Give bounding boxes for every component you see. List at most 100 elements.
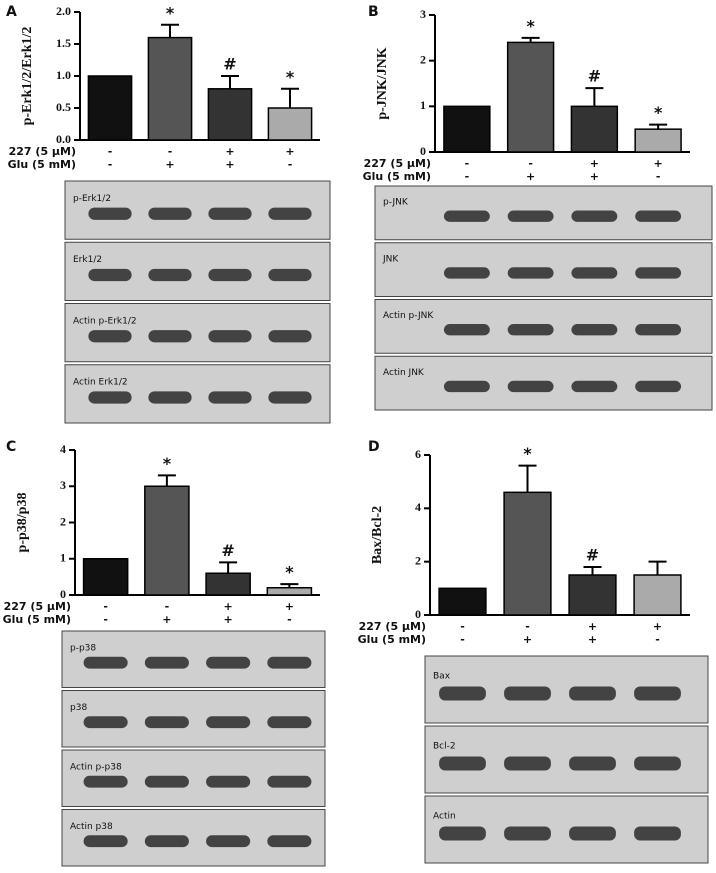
treatment-sign: + — [225, 145, 234, 158]
treatment-sign: + — [590, 170, 599, 183]
blot-band — [268, 330, 312, 343]
treatment-sign: + — [653, 620, 662, 633]
y-tick-label: 0 — [60, 587, 66, 601]
blot-band — [206, 775, 251, 788]
y-tick-label: 1 — [420, 98, 426, 112]
bar — [144, 485, 190, 596]
blot-band — [443, 210, 490, 222]
significance-marker: # — [586, 546, 599, 565]
treatment-sign: + — [590, 157, 599, 170]
y-tick-label: 1.5 — [56, 36, 71, 50]
error-bar — [219, 561, 238, 574]
blot-band — [148, 391, 192, 404]
significance-marker: # — [223, 55, 236, 74]
blot-band — [569, 756, 616, 771]
bar — [267, 107, 313, 141]
blot-label: Erk1/2 — [73, 255, 102, 265]
treatment-sign: + — [285, 600, 294, 613]
blot-band — [148, 207, 192, 220]
blot-band — [208, 330, 252, 343]
error-bar — [161, 23, 179, 38]
y-tick-label: 1.0 — [56, 68, 71, 82]
error-bar — [585, 87, 604, 107]
bar — [147, 36, 193, 141]
treatment-sign: - — [525, 620, 530, 633]
blot-band — [634, 756, 681, 771]
y-tick-label: 2.0 — [56, 4, 71, 18]
treatment-sign: - — [108, 145, 113, 158]
blot-band — [443, 324, 490, 336]
blot-band — [634, 826, 681, 841]
error-bar — [648, 560, 667, 575]
treatment-sign: + — [588, 633, 597, 646]
blot-band — [267, 835, 312, 848]
treatment-sign: + — [224, 600, 233, 613]
blot-label: Actin p-Erk1/2 — [73, 316, 137, 326]
error-bar — [280, 583, 299, 588]
blot-label: p-Erk1/2 — [73, 194, 111, 204]
treatment-name: 227 (5 μM) — [9, 145, 76, 158]
blot-band — [208, 207, 252, 220]
blot-band — [267, 716, 312, 729]
y-axis-label: p-p38/p38 — [15, 493, 30, 553]
y-tick-label: 2 — [60, 514, 66, 528]
y-tick-label: 3 — [420, 7, 426, 21]
blot-band — [144, 716, 189, 729]
treatment-sign: + — [285, 145, 294, 158]
y-tick-label: 2 — [415, 553, 421, 567]
blot-band — [504, 756, 551, 771]
error-bar — [583, 566, 602, 575]
blot-label: Bcl-2 — [433, 742, 456, 752]
error-bar — [518, 464, 537, 493]
treatment-name: Glu (5 mM) — [358, 633, 426, 646]
error-bar — [521, 36, 540, 43]
blot-band — [507, 324, 554, 336]
error-bar — [649, 123, 668, 130]
y-tick-label: 0 — [420, 144, 426, 158]
bar — [438, 587, 487, 616]
blot-band — [267, 656, 312, 669]
blot-band — [83, 835, 128, 848]
blot-band — [635, 324, 682, 336]
blot-band — [569, 826, 616, 841]
blot-band — [635, 380, 682, 393]
treatment-name: 227 (5 μM) — [4, 600, 71, 613]
treatment-sign: - — [460, 620, 465, 633]
panel-letter: D — [368, 439, 380, 455]
significance-marker: * — [286, 67, 295, 86]
panel-letter: A — [6, 4, 17, 20]
blot-band — [439, 686, 486, 701]
blot-band — [504, 826, 551, 841]
treatment-sign: - — [465, 170, 470, 183]
blot-band — [83, 656, 128, 669]
y-tick-label: 1 — [60, 551, 66, 565]
panel-letter: B — [368, 4, 379, 20]
blot-band — [148, 330, 192, 343]
y-tick-label: 3 — [60, 478, 66, 492]
bar — [634, 128, 682, 153]
panel-letter: C — [6, 439, 16, 455]
blot-label: Bax — [433, 672, 451, 682]
blot-band — [571, 380, 618, 393]
treatment-sign: + — [523, 633, 532, 646]
y-tick-label: 4 — [415, 500, 421, 514]
treatment-sign: - — [103, 613, 108, 626]
blot-label: Actin JNK — [383, 368, 425, 378]
significance-marker: # — [221, 541, 234, 560]
blot-label: Actin p-JNK — [383, 311, 434, 321]
treatment-sign: - — [287, 613, 292, 626]
blot-band — [206, 835, 251, 848]
blot-band — [267, 775, 312, 788]
treatment-name: Glu (5 mM) — [363, 170, 431, 183]
treatment-name: 227 (5 μM) — [359, 620, 426, 633]
blot-band — [569, 686, 616, 701]
bar — [82, 558, 129, 596]
blot-band — [88, 330, 132, 343]
treatment-sign: - — [103, 600, 108, 613]
blot-band — [507, 267, 554, 279]
treatment-sign: - — [465, 157, 470, 170]
bar — [633, 574, 682, 616]
